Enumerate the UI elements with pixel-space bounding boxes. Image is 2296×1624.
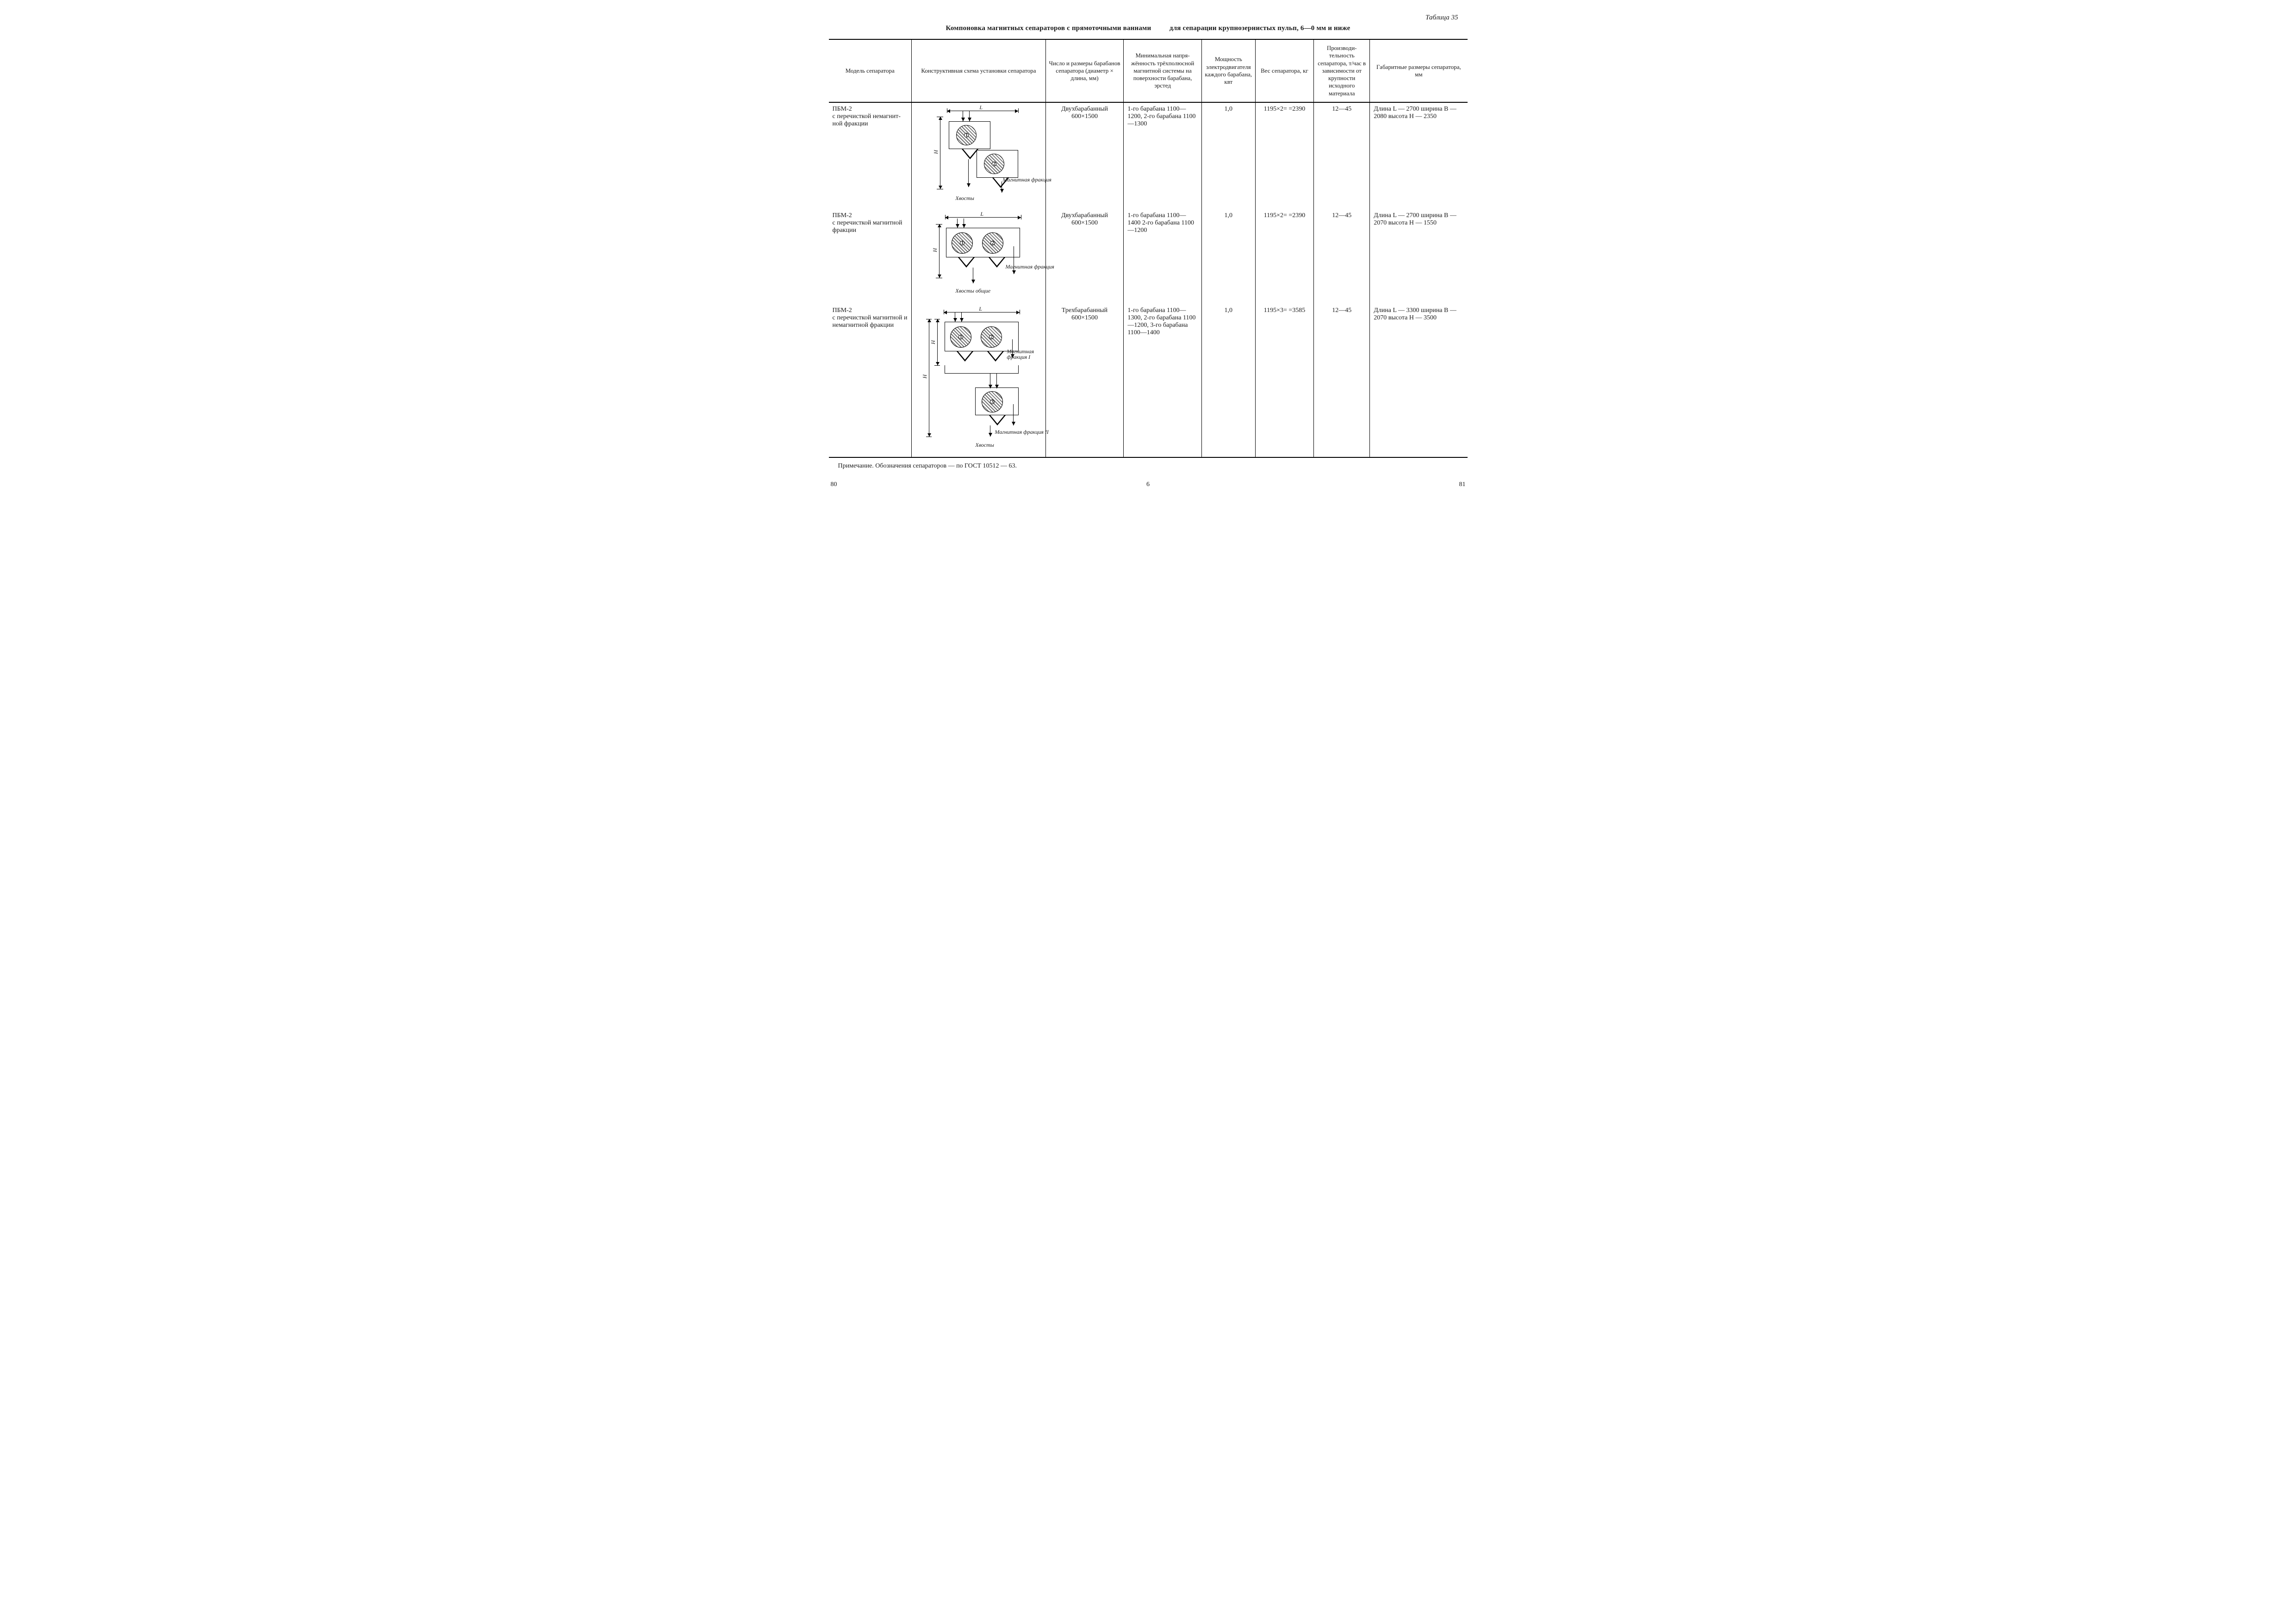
label-H-upper: H xyxy=(930,340,936,344)
cell-dims: Длина L — 3300 ширина B — 2070 высота H … xyxy=(1370,304,1468,457)
cell-prod: 12—45 xyxy=(1314,209,1370,304)
cell-field: 1-го барабана 1100—1200, 2-го барабана 1… xyxy=(1124,102,1202,209)
col-field: Минимальная напря­жённость трёхполюс­ной… xyxy=(1124,39,1202,102)
cell-model: ПБМ-2 с перечисткой магнитной и немагнит… xyxy=(829,304,912,457)
table-row: ПБМ-2 с перечисткой магнитной и немагнит… xyxy=(829,304,1468,457)
cell-model: ПБМ-2 с перечисткой немагнит­ной фракции xyxy=(829,102,912,209)
col-weight: Вес сепаратора, кг xyxy=(1255,39,1313,102)
table-title: Компоновка магнитных сепараторов с прямо… xyxy=(829,25,1468,32)
title-left: Компоновка магнитных сепараторов с прямо… xyxy=(946,25,1151,32)
label-H: H xyxy=(933,150,939,154)
model-code: ПБМ-2 xyxy=(833,307,852,314)
cell-dims: Длина L — 2700 ширина B — 2070 высота H … xyxy=(1370,209,1468,304)
label-L: L xyxy=(979,306,982,312)
cell-dims: Длина L — 2700 ширина B — 2080 высота H … xyxy=(1370,102,1468,209)
cell-weight: 1195×3= =3585 xyxy=(1255,304,1313,457)
label-mag: Магнитная фракция xyxy=(1005,264,1054,270)
page-footer: 80 6 81 xyxy=(829,481,1468,488)
label-H: H xyxy=(932,248,938,252)
diagram-1: L H 1 2 xyxy=(923,107,1034,205)
label-H-overall: H xyxy=(922,375,928,379)
label-tails-common: Хвосты общие xyxy=(955,288,990,294)
label-L: L xyxy=(979,105,983,111)
separator-table: Модель сепаратора Конструктивная схема у… xyxy=(829,39,1468,458)
table-note: Примечание. Обозначения сепараторов — по… xyxy=(838,462,1468,470)
col-scheme: Конструктивная схема установки сепаратор… xyxy=(912,39,1046,102)
cell-weight: 1195×2= =2390 xyxy=(1255,209,1313,304)
cell-power: 1,0 xyxy=(1201,209,1255,304)
label-mag: Магнитная фракция xyxy=(1002,177,1051,183)
model-desc: с перечисткой магнитной и немагнитной фр… xyxy=(833,314,908,329)
label-mag-I: Магнит­ная фракция I xyxy=(1007,349,1034,360)
table-head-row: Модель сепаратора Конструктивная схема у… xyxy=(829,39,1468,102)
table-number: Таблица 35 xyxy=(829,14,1458,22)
col-prod: Производи­тельность сепаратора, т/час в … xyxy=(1314,39,1370,102)
label-tails: Хвосты xyxy=(955,195,974,201)
page-right: 81 xyxy=(1459,481,1466,488)
cell-field: 1-го барабана 1100—1300, 2-го барабана 1… xyxy=(1124,304,1202,457)
table-row: ПБМ-2 с перечисткой магнитной фракции L … xyxy=(829,209,1468,304)
col-drums: Число и размеры барабанов сепаратора (ди… xyxy=(1045,39,1124,102)
model-code: ПБМ-2 xyxy=(833,212,852,219)
cell-weight: 1195×2= =2390 xyxy=(1255,102,1313,209)
page-mid: 6 xyxy=(837,481,1459,488)
table-row: ПБМ-2 с перечисткой немагнит­ной фракции… xyxy=(829,102,1468,209)
diagram-2: L H 1 2 xyxy=(923,214,1034,300)
diagram-3: L H H xyxy=(921,309,1036,452)
cell-scheme: L H 1 2 xyxy=(912,209,1046,304)
cell-drums: Двухбарабанный 600×1500 xyxy=(1045,102,1124,209)
model-desc: с перечисткой магнитной фракции xyxy=(833,219,902,234)
label-mag-II: Магнитная фракция II xyxy=(995,429,1048,435)
cell-drums: Трехбарабанный 600×1500 xyxy=(1045,304,1124,457)
model-code: ПБМ-2 xyxy=(833,106,852,112)
page-left: 80 xyxy=(831,481,837,488)
cell-prod: 12—45 xyxy=(1314,102,1370,209)
title-right: для сепарации крупнозернистых пульп, 6—0… xyxy=(1170,25,1350,32)
cell-power: 1,0 xyxy=(1201,304,1255,457)
cell-scheme: L H 1 2 xyxy=(912,102,1046,209)
cell-model: ПБМ-2 с перечисткой магнитной фракции xyxy=(829,209,912,304)
col-power: Мощность электродви­гателя каждого бараб… xyxy=(1201,39,1255,102)
model-desc: с перечисткой немагнит­ной фракции xyxy=(833,113,901,127)
cell-power: 1,0 xyxy=(1201,102,1255,209)
label-tails: Хвосты xyxy=(975,442,994,448)
cell-field: 1-го барабана 1100—1400 2-го барабана 11… xyxy=(1124,209,1202,304)
cell-drums: Двухбарабанный 600×1500 xyxy=(1045,209,1124,304)
cell-prod: 12—45 xyxy=(1314,304,1370,457)
col-model: Модель сепаратора xyxy=(829,39,912,102)
label-L: L xyxy=(980,211,983,217)
col-dims: Габаритные размеры сепаратора, мм xyxy=(1370,39,1468,102)
cell-scheme: L H H xyxy=(912,304,1046,457)
